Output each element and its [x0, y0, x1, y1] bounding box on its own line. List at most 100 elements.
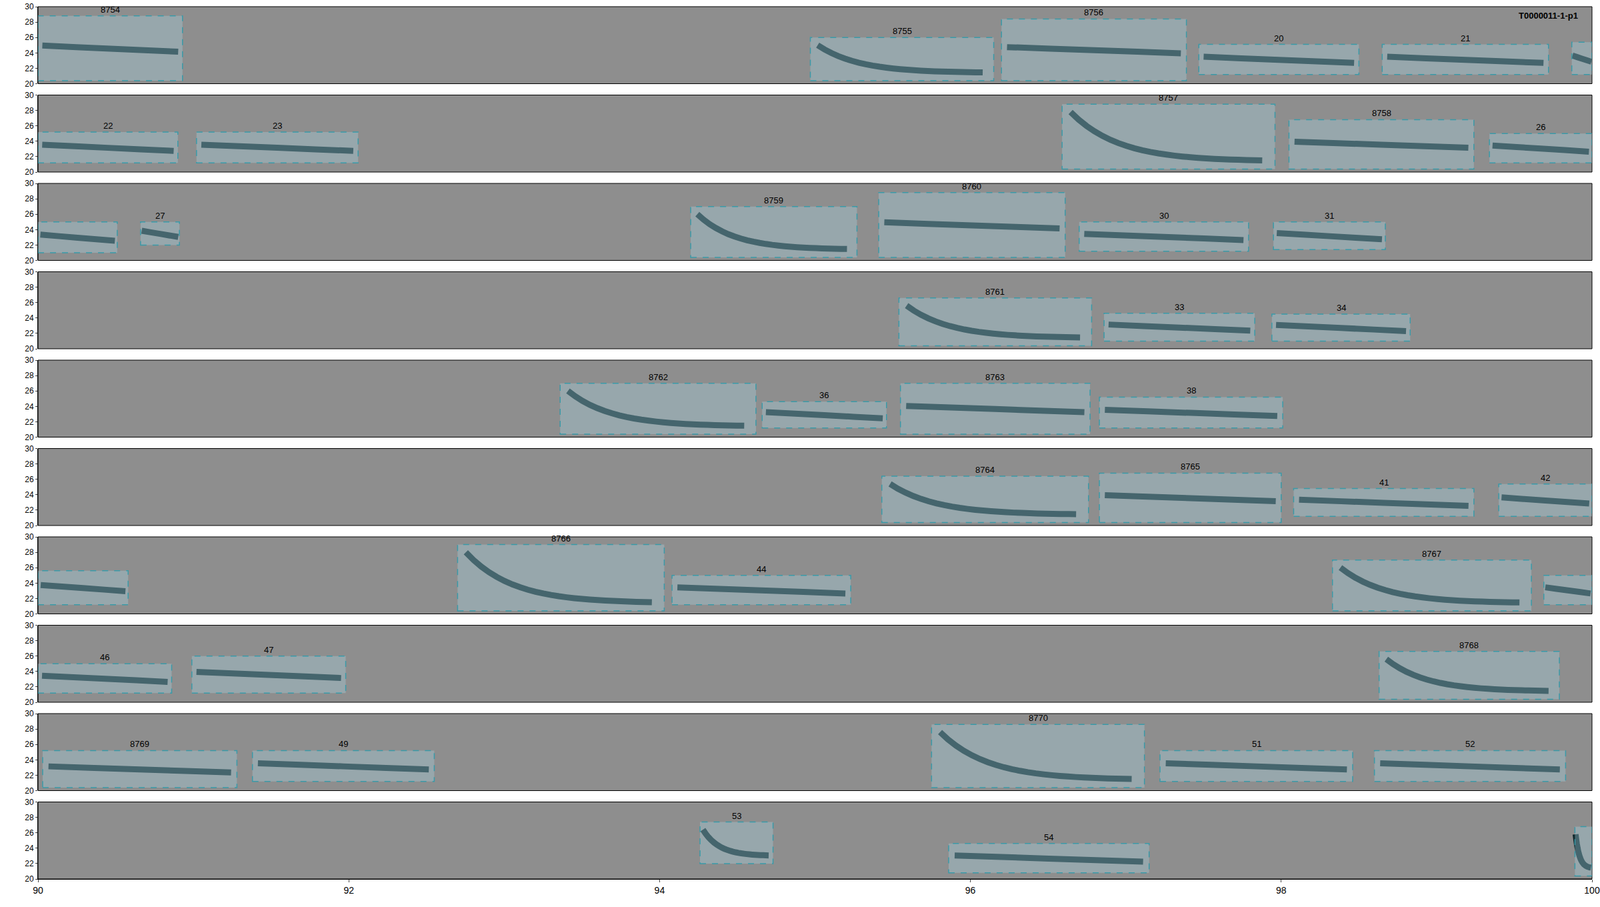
svg-text:20: 20 [24, 697, 34, 707]
svg-text:8761: 8761 [985, 286, 1005, 297]
svg-text:30: 30 [24, 797, 34, 807]
svg-text:24: 24 [24, 313, 34, 323]
svg-text:20: 20 [24, 874, 34, 884]
svg-text:22: 22 [103, 120, 113, 131]
svg-text:20: 20 [24, 167, 34, 177]
svg-text:30: 30 [24, 355, 34, 365]
svg-text:49: 49 [338, 738, 348, 749]
svg-text:8755: 8755 [892, 26, 912, 36]
svg-text:28: 28 [24, 194, 34, 204]
svg-text:21: 21 [1460, 33, 1470, 44]
svg-text:22: 22 [24, 594, 34, 604]
svg-text:20: 20 [1274, 33, 1284, 44]
svg-text:22: 22 [24, 240, 34, 250]
svg-text:41: 41 [1379, 477, 1389, 488]
svg-text:24: 24 [24, 225, 34, 235]
svg-text:24: 24 [24, 843, 34, 853]
svg-text:28: 28 [24, 547, 34, 557]
svg-text:22: 22 [24, 682, 34, 692]
svg-text:42: 42 [1540, 472, 1550, 483]
svg-text:26: 26 [1536, 122, 1546, 132]
svg-text:8765: 8765 [1180, 461, 1200, 472]
svg-text:20: 20 [24, 344, 34, 354]
svg-text:20: 20 [24, 79, 34, 89]
svg-text:22: 22 [24, 152, 34, 162]
svg-text:8770: 8770 [1028, 712, 1048, 723]
svg-text:26: 26 [24, 474, 34, 484]
svg-text:26: 26 [24, 386, 34, 396]
svg-text:26: 26 [24, 828, 34, 838]
svg-text:34: 34 [1336, 302, 1346, 313]
svg-text:24: 24 [24, 48, 34, 58]
svg-text:24: 24 [24, 490, 34, 500]
svg-text:100: 100 [1584, 884, 1600, 896]
svg-text:8769: 8769 [130, 738, 150, 749]
svg-text:8754: 8754 [100, 4, 120, 15]
svg-text:8767: 8767 [1422, 548, 1442, 559]
svg-text:22: 22 [24, 328, 34, 338]
svg-text:46: 46 [100, 652, 110, 662]
svg-text:24: 24 [24, 136, 34, 146]
svg-text:30: 30 [24, 2, 34, 12]
svg-text:8757: 8757 [1158, 92, 1178, 103]
svg-text:92: 92 [343, 884, 354, 896]
svg-text:26: 26 [24, 209, 34, 219]
svg-text:96: 96 [965, 884, 976, 896]
svg-text:20: 20 [24, 520, 34, 530]
svg-text:33: 33 [1174, 302, 1184, 312]
svg-text:26: 26 [24, 651, 34, 661]
svg-text:24: 24 [24, 578, 34, 588]
svg-text:30: 30 [24, 444, 34, 454]
svg-text:22: 22 [24, 505, 34, 515]
svg-text:T0000011-1-p1: T0000011-1-p1 [1518, 10, 1578, 21]
svg-text:31: 31 [1324, 210, 1334, 221]
svg-text:24: 24 [24, 666, 34, 676]
svg-text:30: 30 [24, 267, 34, 277]
svg-text:47: 47 [264, 644, 274, 655]
svg-text:53: 53 [732, 810, 742, 821]
svg-text:8760: 8760 [962, 181, 982, 192]
svg-text:30: 30 [24, 532, 34, 542]
svg-text:20: 20 [24, 432, 34, 442]
svg-text:26: 26 [24, 121, 34, 131]
svg-text:20: 20 [24, 786, 34, 796]
svg-text:8763: 8763 [985, 372, 1005, 382]
svg-text:22: 22 [24, 858, 34, 868]
svg-text:28: 28 [24, 724, 34, 734]
svg-text:22: 22 [24, 64, 34, 74]
svg-text:26: 26 [24, 32, 34, 42]
svg-text:8764: 8764 [975, 464, 995, 475]
svg-text:26: 26 [24, 739, 34, 749]
svg-text:8766: 8766 [551, 533, 571, 544]
svg-text:28: 28 [24, 812, 34, 822]
svg-text:51: 51 [1252, 738, 1262, 749]
svg-text:8758: 8758 [1372, 108, 1392, 118]
svg-text:8762: 8762 [648, 372, 668, 382]
svg-text:8756: 8756 [1084, 7, 1104, 18]
svg-text:30: 30 [1159, 210, 1169, 221]
svg-text:20: 20 [24, 609, 34, 619]
svg-text:28: 28 [24, 282, 34, 292]
svg-text:28: 28 [24, 106, 34, 116]
svg-text:8768: 8768 [1459, 640, 1479, 650]
svg-text:52: 52 [1465, 738, 1475, 749]
svg-text:30: 30 [24, 90, 34, 100]
svg-text:28: 28 [24, 370, 34, 380]
svg-text:8759: 8759 [764, 195, 784, 206]
svg-text:98: 98 [1276, 884, 1287, 896]
svg-text:27: 27 [155, 210, 165, 221]
svg-text:24: 24 [24, 402, 34, 412]
svg-text:24: 24 [24, 755, 34, 765]
svg-text:26: 26 [24, 562, 34, 572]
svg-text:30: 30 [24, 708, 34, 718]
svg-text:26: 26 [24, 298, 34, 308]
svg-text:28: 28 [24, 17, 34, 27]
svg-text:30: 30 [24, 178, 34, 188]
svg-text:22: 22 [24, 770, 34, 780]
svg-text:22: 22 [24, 417, 34, 427]
svg-text:20: 20 [24, 256, 34, 266]
svg-text:94: 94 [654, 884, 666, 896]
svg-text:23: 23 [272, 120, 282, 131]
svg-text:90: 90 [32, 884, 44, 896]
svg-text:38: 38 [1186, 385, 1196, 396]
